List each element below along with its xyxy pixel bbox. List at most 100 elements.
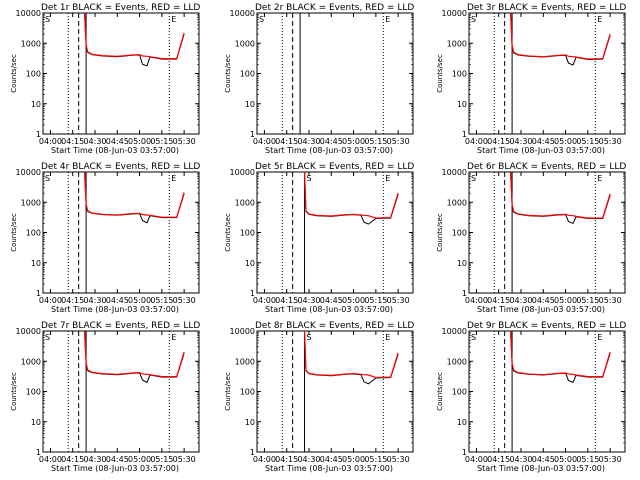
x-tick-label: 04:15 [61,455,84,464]
y-tick-label: 1000 [447,198,467,207]
y-tick-label: 100 [26,388,41,397]
plot-frame [468,12,626,135]
y-tick-label: 10000 [16,9,41,18]
y-tick-label: 10 [245,259,255,268]
y-tick-label: 10 [245,100,255,109]
x-tick-label: 04:45 [320,296,343,305]
x-tick-label: 04:00 [465,455,488,464]
start-flag: S [307,174,312,183]
end-flag: E [171,174,176,183]
x-tick-label: 04:45 [320,455,343,464]
plot-frame [256,12,414,135]
x-tick-label: 04:15 [275,455,298,464]
y-tick-label: 1 [462,130,467,139]
start-flag: S [259,15,264,24]
detector-panel-1: Det 1r BLACK = Events, RED = LLD 1 10 100 10… [10,3,200,155]
plot-frame [42,171,200,294]
plot-frame [42,330,200,453]
y-tick-label: 1 [250,130,255,139]
lld-line [303,171,399,219]
x-tick-label: 05:30 [173,296,196,305]
x-tick-label: 04:45 [320,137,343,146]
x-tick-label: 04:00 [253,137,276,146]
x-tick-label: 05:15 [364,455,387,464]
x-axis-title: Start Time (08-Jun-03 03:57:00) [265,305,393,314]
panel-title: Det 6r BLACK = Events, RED = LLD [467,162,626,172]
end-flag: E [171,15,176,24]
x-axis-title: Start Time (08-Jun-03 03:57:00) [265,146,393,155]
x-tick-label: 04:15 [275,296,298,305]
y-tick-label: 100 [240,70,255,79]
y-tick-label: 1000 [21,198,41,207]
panel-title: Det 3r BLACK = Events, RED = LLD [467,3,626,13]
x-axis-title: Start Time (08-Jun-03 03:57:00) [51,305,179,314]
x-tick-label: 05:30 [387,455,410,464]
start-flag: S [471,15,476,24]
x-tick-label: 05:00 [554,296,577,305]
x-tick-label: 04:30 [83,455,106,464]
x-tick-label: 05:00 [554,455,577,464]
y-tick-label: 1000 [21,39,41,48]
events-line [84,12,185,67]
x-tick-label: 05:30 [599,296,622,305]
detector-panel-8: Det 8r BLACK = Events, RED = LLD 1 10 100 10… [224,321,414,473]
x-tick-label: 04:45 [106,455,129,464]
x-tick-label: 05:00 [128,137,151,146]
x-tick-label: 04:15 [487,296,510,305]
y-tick-label: 1000 [21,357,41,366]
x-tick-label: 05:15 [150,137,173,146]
x-axis-title: Start Time (08-Jun-03 03:57:00) [477,146,605,155]
x-tick-label: 05:00 [342,296,365,305]
panel-title: Det 5r BLACK = Events, RED = LLD [255,162,414,172]
detector-panel-5: Det 5r BLACK = Events, RED = LLD 1 10 100 10… [224,162,414,314]
start-flag: S [307,333,312,342]
x-axis-title: Start Time (08-Jun-03 03:57:00) [51,464,179,473]
x-tick-label: 05:00 [128,296,151,305]
y-tick-label: 100 [26,229,41,238]
x-axis-title: Start Time (08-Jun-03 03:57:00) [265,464,393,473]
panel-title: Det 7r BLACK = Events, RED = LLD [41,321,200,331]
x-tick-label: 04:45 [532,137,555,146]
x-tick-label: 05:15 [364,137,387,146]
lld-line [84,171,185,218]
x-tick-label: 04:45 [106,296,129,305]
y-tick-label: 1000 [447,357,467,366]
y-tick-label: 10000 [442,9,467,18]
y-axis-title: Counts/sec [10,54,18,93]
plot-frame [256,330,414,453]
y-tick-label: 100 [26,70,41,79]
lld-line [510,330,611,378]
plot-frame [468,330,626,453]
events-line [304,330,399,385]
x-tick-label: 04:30 [509,296,532,305]
end-flag: E [385,15,390,24]
y-tick-label: 10000 [230,9,255,18]
y-tick-label: 10000 [230,168,255,177]
x-axis-title: Start Time (08-Jun-03 03:57:00) [477,464,605,473]
x-tick-label: 05:00 [342,455,365,464]
y-tick-label: 1000 [235,39,255,48]
x-tick-label: 04:15 [61,137,84,146]
y-tick-label: 1 [36,130,41,139]
start-flag: S [45,15,50,24]
x-tick-label: 04:45 [532,296,555,305]
lld-line [303,330,399,379]
end-flag: E [597,174,602,183]
detector-panel-9: Det 9r BLACK = Events, RED = LLD 1 10 100 10… [436,321,626,473]
y-tick-label: 10 [457,259,467,268]
x-tick-label: 04:45 [532,455,555,464]
events-line [84,330,185,384]
end-flag: E [385,333,390,342]
x-tick-label: 04:00 [39,296,62,305]
y-tick-label: 10 [457,418,467,427]
end-flag: E [597,15,602,24]
y-tick-label: 10000 [16,327,41,336]
x-tick-label: 04:00 [39,455,62,464]
y-axis-title: Counts/sec [436,213,444,252]
y-axis-title: Counts/sec [10,213,18,252]
x-tick-label: 04:30 [509,137,532,146]
y-tick-label: 1 [36,448,41,457]
x-tick-label: 04:15 [487,137,510,146]
y-axis-title: Counts/sec [224,372,232,411]
